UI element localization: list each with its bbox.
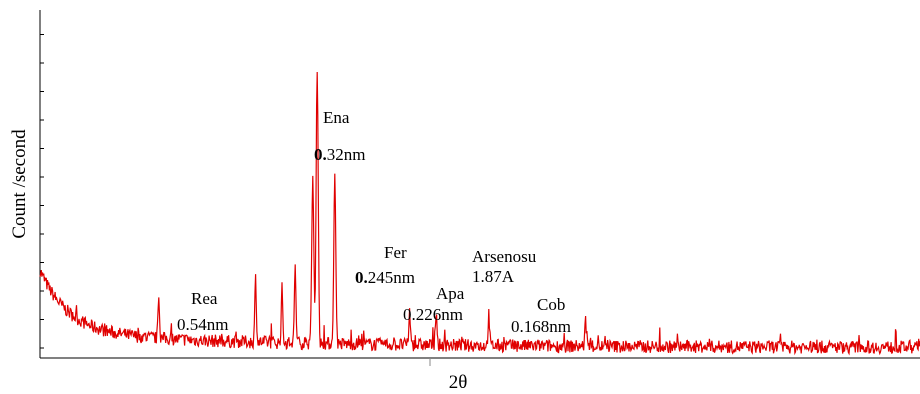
annotation-arsenosu-name: Arsenosu bbox=[472, 247, 537, 266]
annotation-fer-value: 0.245nm bbox=[355, 268, 415, 287]
annotation-cob: Cob 0.168nm bbox=[511, 295, 571, 336]
annotation-fer-name: Fer bbox=[384, 243, 407, 262]
annotation-ena-value: 0.32nm bbox=[314, 145, 365, 164]
annotation-rea: Rea 0.54nm bbox=[177, 289, 228, 334]
annotation-cob-value: 0.168nm bbox=[511, 317, 571, 336]
x-axis bbox=[40, 357, 920, 366]
annotation-fer-value-rest: 245nm bbox=[368, 268, 415, 287]
annotation-cob-name: Cob bbox=[537, 295, 565, 314]
annotation-fer: Fer 0.245nm bbox=[355, 243, 415, 287]
annotation-ena-name: Ena bbox=[323, 108, 350, 127]
annotation-rea-name: Rea bbox=[191, 289, 218, 308]
x-axis-title: 2θ bbox=[449, 372, 468, 393]
annotation-ena-value-lead: 0. bbox=[314, 145, 327, 164]
annotation-apa-value: 0.226nm bbox=[403, 305, 463, 324]
diffraction-series-line bbox=[39, 71, 920, 356]
annotation-arsenosu: Arsenosu 1.87A bbox=[472, 247, 537, 286]
annotation-apa: Apa 0.226nm bbox=[403, 284, 465, 324]
y-axis bbox=[39, 10, 44, 358]
annotation-fer-value-lead: 0. bbox=[355, 268, 368, 287]
annotation-ena-value-rest: 32nm bbox=[327, 145, 366, 164]
y-axis-title: Count /second bbox=[9, 129, 30, 239]
annotation-apa-name: Apa bbox=[436, 284, 465, 303]
y-axis-ticks bbox=[40, 34, 44, 349]
annotation-ena: Ena 0.32nm bbox=[314, 108, 365, 164]
annotation-arsenosu-value: 1.87A bbox=[472, 267, 515, 286]
annotation-rea-value: 0.54nm bbox=[177, 315, 228, 334]
